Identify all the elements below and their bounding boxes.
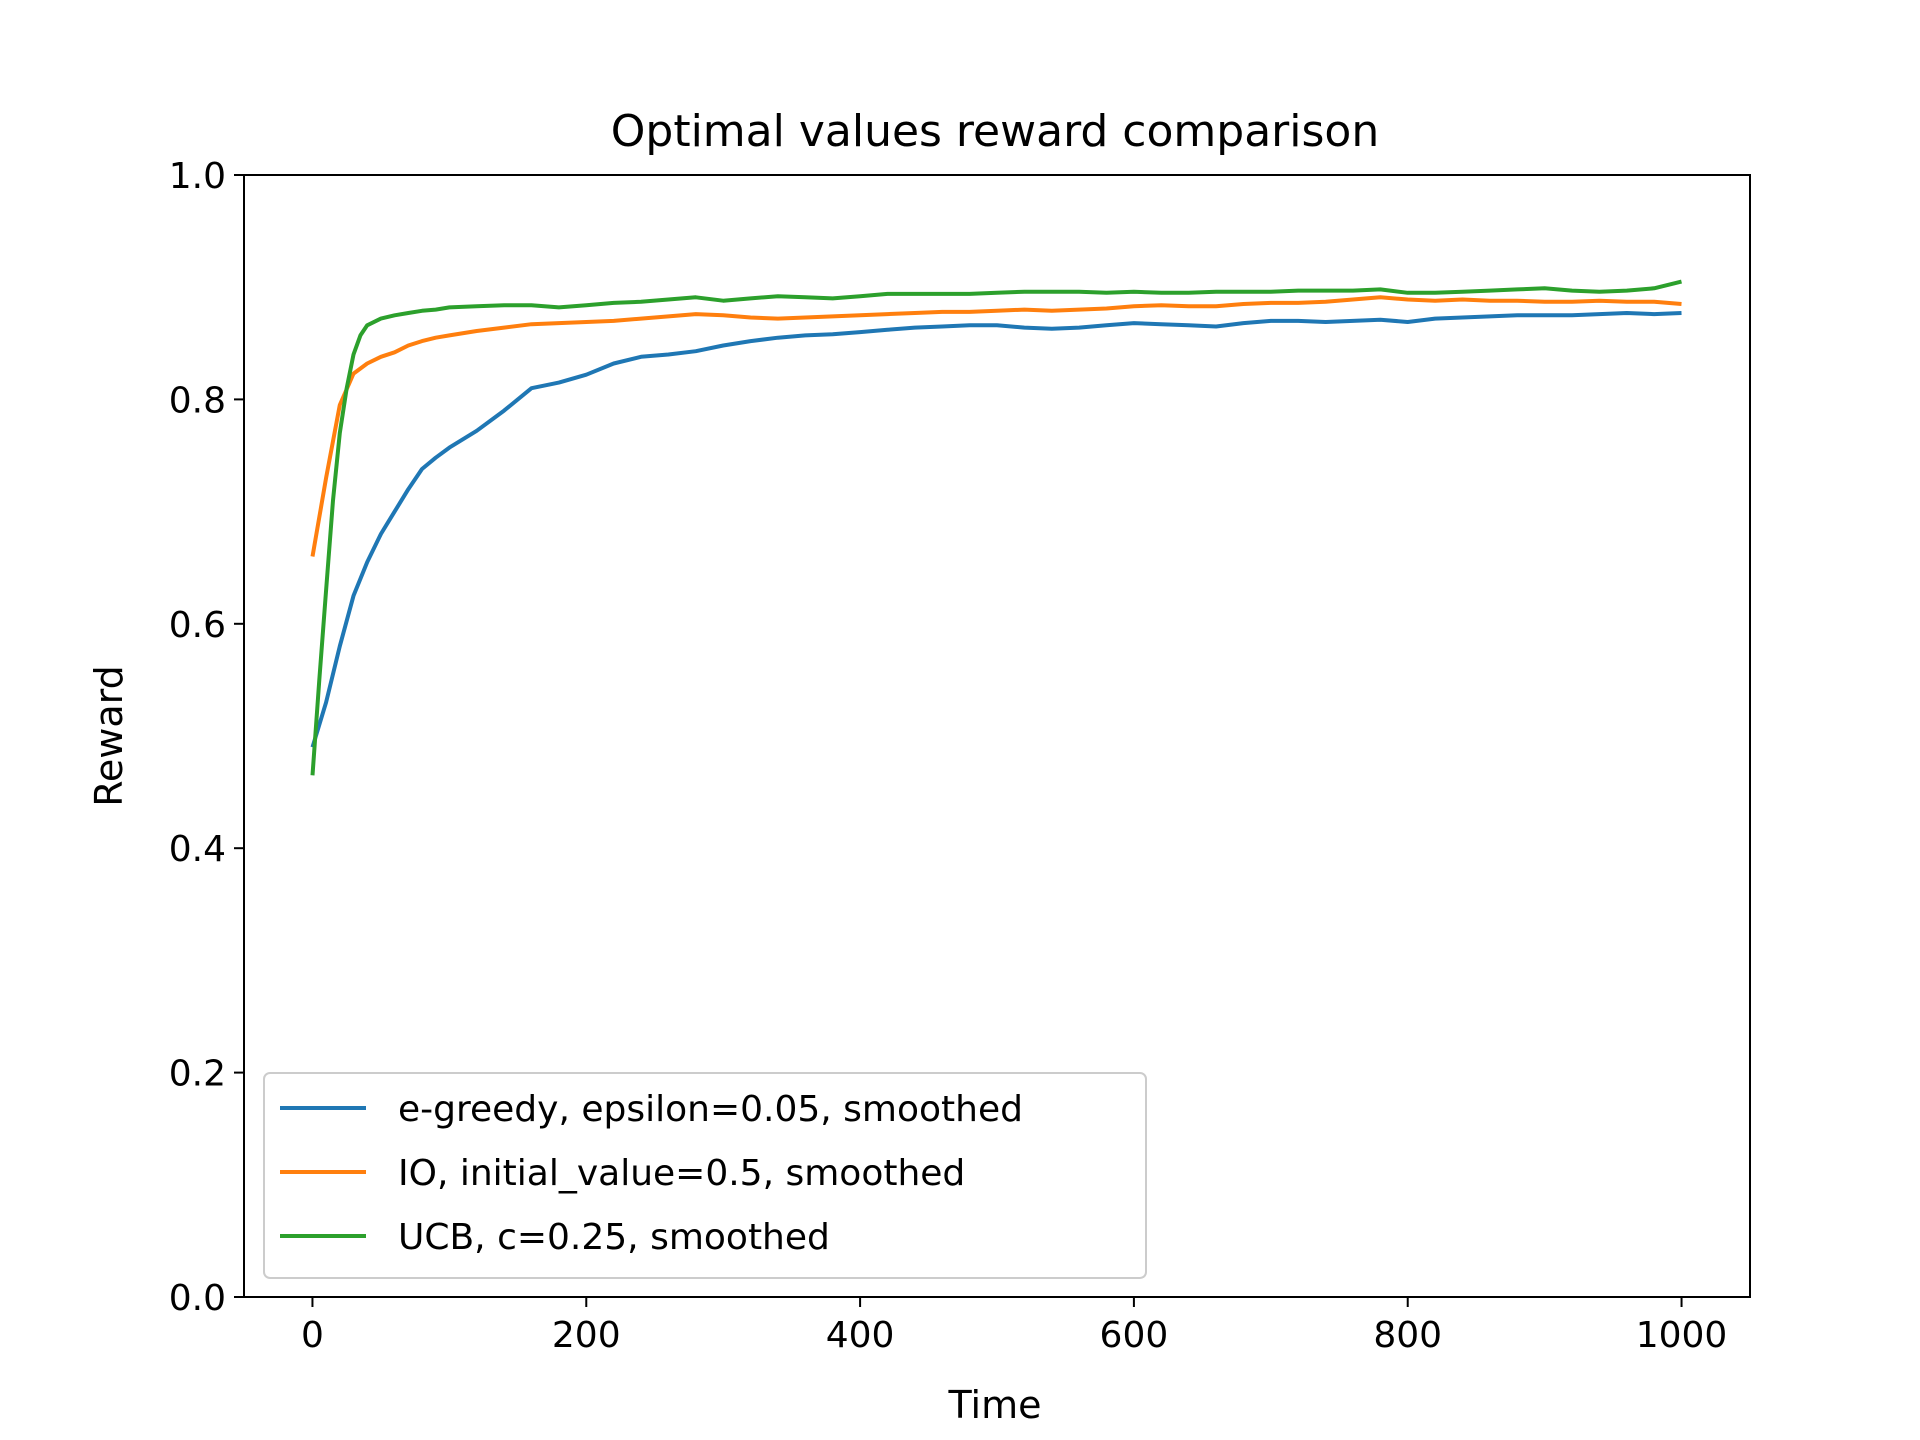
y-tick-label: 0.2 xyxy=(169,1054,226,1095)
y-tick-label: 0.0 xyxy=(169,1278,226,1319)
y-tick-label: 1.0 xyxy=(169,156,226,197)
legend-item: IO, initial_value=0.5, smoothed xyxy=(280,1153,965,1194)
legend: e-greedy, epsilon=0.05, smoothed IO, init… xyxy=(263,1072,1147,1279)
x-axis-label: Time xyxy=(948,1383,1042,1427)
x-tick-label: 800 xyxy=(1373,1315,1442,1356)
y-axis: 0.0 0.2 0.4 0.6 0.8 1.0 xyxy=(169,156,244,1319)
chart-title: Optimal values reward comparison xyxy=(611,106,1379,157)
legend-item: e-greedy, epsilon=0.05, smoothed xyxy=(280,1089,1023,1130)
legend-box xyxy=(263,1072,1147,1279)
legend-label: IO, initial_value=0.5, smoothed xyxy=(398,1153,965,1194)
series-line-2 xyxy=(310,295,1682,557)
y-axis-label: Reward xyxy=(87,665,131,807)
series-line-1 xyxy=(310,311,1682,748)
plot-lines xyxy=(310,279,1682,776)
x-tick-label: 200 xyxy=(552,1315,621,1356)
series-line-3 xyxy=(310,279,1682,776)
x-tick-label: 600 xyxy=(1100,1315,1169,1356)
plot-frame xyxy=(243,174,1751,1298)
legend-item: UCB, c=0.25, smoothed xyxy=(280,1217,830,1258)
legend-label: UCB, c=0.25, smoothed xyxy=(398,1217,830,1258)
legend-label: e-greedy, epsilon=0.05, smoothed xyxy=(398,1089,1023,1130)
y-tick-label: 0.8 xyxy=(169,380,226,421)
x-axis: 0 200 400 600 800 1000 xyxy=(301,1297,1727,1356)
x-tick-label: 1000 xyxy=(1636,1315,1728,1356)
x-tick-label: 0 xyxy=(301,1315,324,1356)
y-tick-label: 0.6 xyxy=(169,605,226,646)
y-tick-label: 0.4 xyxy=(169,829,226,870)
x-tick-label: 400 xyxy=(826,1315,895,1356)
